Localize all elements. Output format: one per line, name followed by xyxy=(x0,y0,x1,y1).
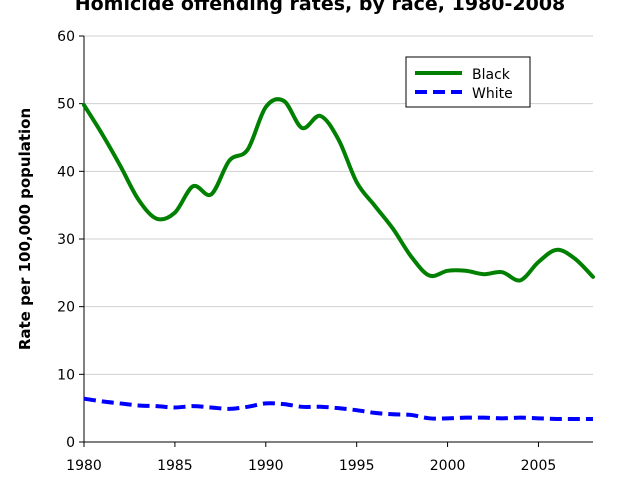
y-tick-label-0: 0 xyxy=(66,435,75,451)
y-tick-label-20: 20 xyxy=(57,300,75,316)
y-tick-label-40: 40 xyxy=(57,164,75,180)
grid-lines xyxy=(84,35,593,443)
x-tick-label-1990: 1990 xyxy=(248,458,284,474)
y-axis-label: Rate per 100,000 population xyxy=(16,108,34,350)
y-tick-label-60: 60 xyxy=(57,29,75,45)
legend-label-black: Black xyxy=(472,67,511,83)
legend-label-white: White xyxy=(472,86,513,102)
chart-title: Homicide offending rates, by race, 1980-… xyxy=(75,0,566,15)
series-lines xyxy=(82,97,595,422)
series-line-white xyxy=(83,396,593,422)
x-tick-label-1995: 1995 xyxy=(339,458,375,474)
y-tick-label-30: 30 xyxy=(57,232,75,248)
y-tick-label-10: 10 xyxy=(57,367,75,383)
series-line-black xyxy=(82,97,595,283)
x-tick-label-1985: 1985 xyxy=(157,458,193,474)
x-tick-label-2005: 2005 xyxy=(521,458,557,474)
legend: Black White xyxy=(405,56,531,108)
tick-labels: 0 10 20 30 40 50 60 1980 1985 1990 1995 2000 2005 xyxy=(57,29,556,474)
legend-box xyxy=(405,56,531,108)
x-tick-label-1980: 1980 xyxy=(66,458,102,474)
y-tick-label-50: 50 xyxy=(57,97,75,113)
x-tick-label-2000: 2000 xyxy=(430,458,466,474)
